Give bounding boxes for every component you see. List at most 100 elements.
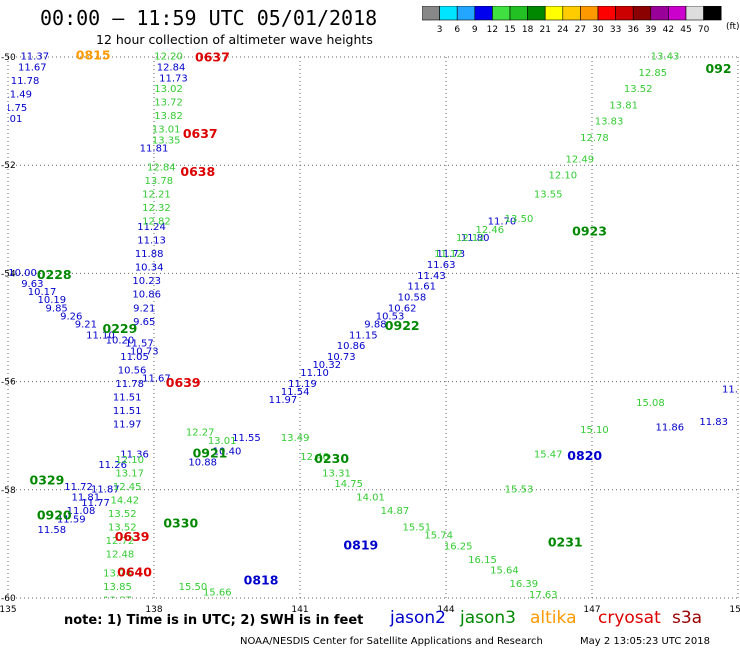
- swh-value-label: 10.32: [312, 360, 341, 371]
- swh-value-label: 11.78: [115, 379, 144, 390]
- swh-value-label: 13.50: [505, 214, 534, 225]
- swh-value-label: 14.01: [356, 493, 385, 504]
- swh-value-label: 11.81: [140, 144, 169, 155]
- legend-cryosat: cryosat: [598, 608, 661, 628]
- pass-time-label: 0815: [76, 48, 111, 63]
- swh-value-label: 15.10: [580, 425, 609, 436]
- swh-value-label: 12.46: [475, 225, 504, 236]
- swh-value-label: 11.26: [98, 460, 127, 471]
- swh-value-label: 11.73: [159, 73, 188, 84]
- pass-time-label: 0229: [103, 321, 138, 336]
- swh-value-label: 10.00: [8, 268, 37, 279]
- swh-value-label: 13.85: [103, 582, 132, 593]
- swh-value-label: 10.73: [327, 352, 356, 363]
- swh-value-label: 13.82: [154, 111, 183, 122]
- pass-time-label: 0330: [163, 516, 198, 531]
- swh-value-label: 11.15: [349, 330, 378, 341]
- swh-value-label: 13.72: [154, 98, 183, 109]
- swh-value-label: 12.10: [115, 455, 144, 466]
- swh-value-label: 13.78: [145, 176, 174, 187]
- swh-value-label: 11.97: [269, 395, 298, 406]
- swh-value-label: 15.50: [179, 582, 208, 593]
- swh-value-label: 10.88: [188, 457, 217, 468]
- swh-value-label: 11.43: [417, 271, 446, 282]
- swh-value-label: 12.48: [106, 549, 135, 560]
- pass-time-label: 0920: [37, 508, 72, 523]
- map-subtitle: 12 hour collection of altimeter wave hei…: [96, 32, 373, 47]
- swh-value-label: 11.70: [488, 217, 517, 228]
- swh-value-label: 15.66: [203, 587, 232, 598]
- colorbar-label: 21: [539, 25, 550, 35]
- swh-value-label: 15.51: [402, 522, 431, 533]
- swh-value-label: 10.86: [337, 341, 366, 352]
- generated-timestamp: May 2 13:05:23 UTC 2018: [580, 636, 710, 647]
- legend-s3a: s3a: [672, 608, 703, 628]
- swh-value-label: 11.37: [20, 52, 49, 63]
- swh-value-label: 12.72: [106, 536, 135, 547]
- swh-value-label: 11.51: [113, 393, 142, 404]
- swh-value-label: 10.23: [132, 276, 161, 287]
- colorbar-swatch: [703, 6, 722, 21]
- colorbar-label: 33: [610, 25, 621, 35]
- swh-value-label: 10.86: [132, 290, 161, 301]
- x-tick-label: 135: [0, 605, 17, 615]
- swh-value-label: 17.63: [529, 590, 558, 601]
- x-tick-label: 141: [291, 605, 308, 615]
- swh-value-label: 13.81: [609, 100, 638, 111]
- swh-value-label: 11.57: [125, 338, 154, 349]
- x-tick-label: 138: [145, 605, 162, 615]
- swh-value-label: 9.26: [60, 311, 82, 322]
- credit-text: NOAA/NESDIS Center for Satellite Applica…: [240, 636, 543, 647]
- swh-value-label: 11.81: [72, 493, 101, 504]
- swh-value-label: 11.87: [91, 485, 120, 496]
- swh-value-label: 12.20: [154, 52, 183, 63]
- swh-value-label: 10.20: [106, 336, 135, 347]
- swh-value-label: 12.12: [456, 233, 485, 244]
- swh-value-label: 16.15: [468, 555, 497, 566]
- swh-value-label: 10.40: [213, 447, 242, 458]
- swh-value-label: 13.43: [651, 52, 680, 63]
- x-tick-label: 144: [437, 605, 454, 615]
- swh-value-label: 14.75: [334, 479, 363, 490]
- swh-value-label: 11.73: [437, 249, 466, 260]
- swh-value-label: 10.56: [118, 365, 147, 376]
- colorbar-label: 27: [575, 25, 586, 35]
- swh-value-label: 12.45: [113, 482, 142, 493]
- swh-value-label: 9.21: [75, 320, 97, 331]
- pass-time-label: 092: [705, 61, 731, 76]
- swh-value-label: 13.52: [624, 84, 653, 95]
- swh-value-label: 11.01: [0, 114, 22, 125]
- swh-value-label: 13.87: [103, 595, 132, 606]
- swh-value-label: 11.55: [232, 433, 261, 444]
- pass-time-label: 0637: [195, 49, 230, 64]
- swh-value-label: 13.31: [322, 468, 351, 479]
- swh-value-label: 13.52: [108, 509, 137, 520]
- y-tick-label: -54: [1, 269, 16, 279]
- swh-value-label: 12.78: [580, 133, 609, 144]
- swh-value-label: 13.55: [534, 190, 563, 201]
- pass-time-label: 0231: [548, 535, 583, 550]
- swh-value-label: 14.87: [381, 506, 410, 517]
- swh-value-label: 13.49: [281, 433, 310, 444]
- swh-value-label: 13.52: [108, 522, 137, 533]
- colorbar-label: 30: [592, 25, 604, 35]
- swh-value-label: 16.25: [444, 541, 473, 552]
- pass-time-label: 0922: [385, 318, 420, 333]
- swh-value-label: 12.27: [186, 428, 215, 439]
- swh-value-label: 11.24: [137, 222, 166, 233]
- swh-value-label: 11.83: [699, 417, 728, 428]
- swh-value-label: 11.51: [113, 406, 142, 417]
- swh-value-label: 11.97: [113, 420, 142, 431]
- swh-value-label: 13.83: [595, 117, 624, 128]
- swh-value-label: 11.59: [57, 514, 86, 525]
- swh-value-label: 10.17: [28, 287, 57, 298]
- map-title: 00:00 – 11:59 UTC 05/01/2018: [40, 6, 378, 30]
- x-tick-label: 150: [729, 605, 740, 615]
- pass-time-label: 0923: [572, 224, 607, 239]
- swh-value-label: 11.67: [18, 63, 47, 74]
- legend-altika: altika: [530, 608, 577, 628]
- colorbar-label: 6: [454, 25, 460, 35]
- y-tick-label: -58: [1, 486, 16, 496]
- swh-value-label: 15.08: [636, 398, 665, 409]
